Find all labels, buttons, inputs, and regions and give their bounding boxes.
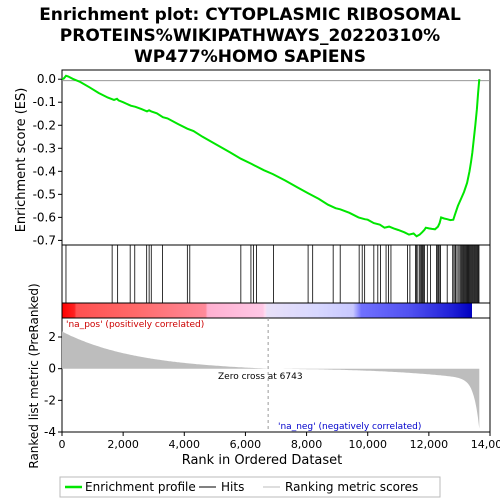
metric-y-tick-label: -2 (44, 393, 56, 407)
es-profile-line (61, 74, 481, 238)
hit-lines (65, 245, 480, 303)
legend-metric-label: Ranking metric scores (285, 480, 418, 494)
neg-label: 'na_neg' (negatively correlated) (278, 422, 421, 432)
metric-y-tick-label: 2 (48, 330, 56, 344)
hits-panel-frame (61, 244, 491, 304)
legend-hits-label: Hits (221, 480, 244, 494)
x-axis-label: Rank in Ordered Dataset (182, 453, 343, 468)
es-y-tick-label: -0.4 (33, 164, 56, 178)
x-tick-label: 8,000 (291, 438, 323, 451)
es-y-tick-label: -0.5 (33, 187, 56, 201)
es-panel: 0.0 -0.1 -0.2 -0.3 -0.4 -0.5 -0.6 -0.7 (33, 69, 491, 247)
x-tick-label: 14,000 (471, 438, 500, 451)
x-tick-label: 12,000 (410, 438, 449, 451)
es-y-tick-label: -0.7 (33, 233, 56, 247)
es-y-tick-label: -0.3 (33, 141, 56, 155)
hits-panel (61, 244, 491, 304)
rank-color-bar-fill (62, 303, 472, 318)
metric-y-axis-label: Ranked list metric (PreRanked) (27, 283, 41, 468)
legend-frame (59, 476, 441, 498)
es-y-tick-label: -0.6 (33, 210, 56, 224)
es-y-axis: 0.0 -0.1 -0.2 -0.3 -0.4 -0.5 -0.6 -0.7 (33, 72, 62, 247)
chart-title-line-3: WP477%HOMO SAPIENS (134, 47, 366, 67)
metric-y-axis: 2 0 -2 -4 (44, 330, 62, 439)
es-y-tick-label: -0.1 (33, 95, 56, 109)
legend: Enrichment profile Hits Ranking metric s… (59, 476, 441, 498)
legend-es-label: Enrichment profile (85, 480, 196, 494)
x-tick-label: 10,000 (348, 438, 387, 451)
x-axis: 0 2,000 4,000 6,000 8,000 10,000 12,000 14,000 (59, 432, 500, 451)
chart-title-line-1: Enrichment plot: CYTOPLASMIC RIBOSOMAL (39, 5, 461, 25)
es-panel-frame (61, 69, 491, 246)
pos-label: 'na_pos' (positively correlated) (66, 320, 204, 330)
rank-color-bar (61, 302, 491, 319)
x-tick-label: 2,000 (107, 438, 139, 451)
metric-y-tick-label: -4 (44, 425, 56, 439)
chart-title-line-2: PROTEINS%WIKIPATHWAYS_20220310% (60, 26, 440, 46)
metric-panel-frame (61, 317, 491, 433)
metric-panel: 20-2-4 'na_pos' (positively correlated) … (44, 317, 491, 439)
es-y-tick-label: 0.0 (37, 72, 56, 86)
es-y-axis-label: Enrichment score (ES) (14, 88, 29, 233)
x-tick-label: 4,000 (169, 438, 201, 451)
x-tick-label: 0 (59, 438, 66, 451)
zero-cross-label: Zero cross at 6743 (218, 372, 303, 382)
x-tick-label: 6,000 (230, 438, 262, 451)
es-y-tick-label: -0.2 (33, 118, 56, 132)
metric-y-tick-label: 0 (48, 362, 56, 376)
